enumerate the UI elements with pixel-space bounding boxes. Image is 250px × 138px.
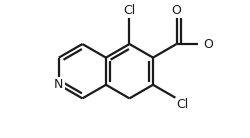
Text: Cl: Cl <box>123 4 136 18</box>
Text: Cl: Cl <box>176 98 188 111</box>
Text: O: O <box>172 4 181 18</box>
Text: N: N <box>54 78 64 91</box>
Text: O: O <box>203 38 213 51</box>
